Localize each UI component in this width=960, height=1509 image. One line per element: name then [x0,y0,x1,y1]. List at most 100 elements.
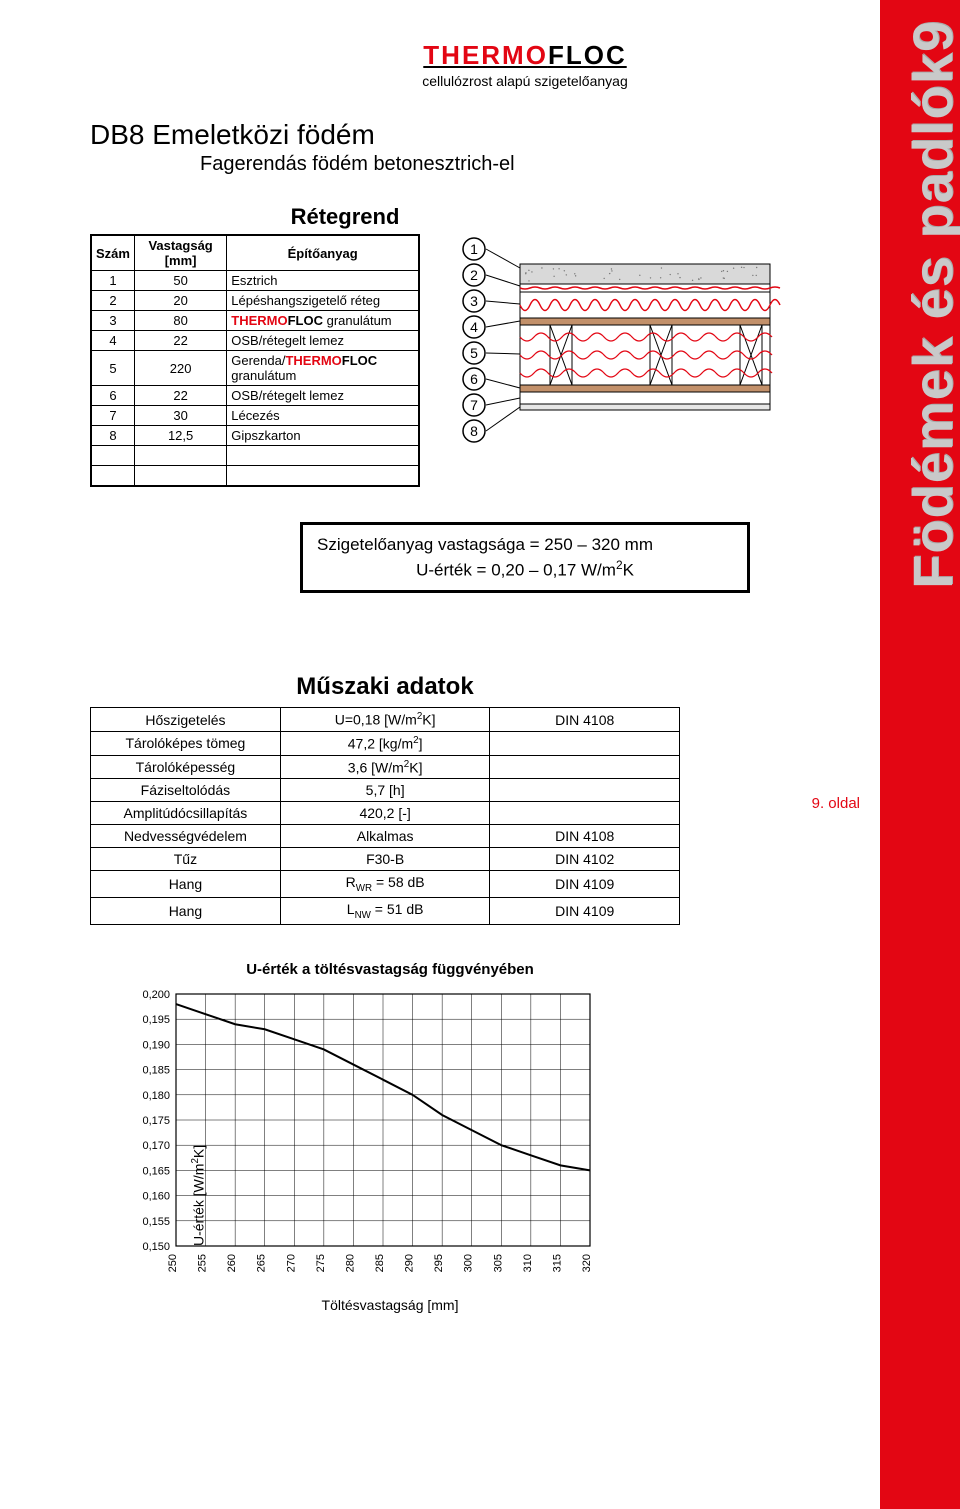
svg-text:0,175: 0,175 [142,1115,170,1127]
chart: U-érték [W/m2K] 0,1500,1550,1600,1650,17… [120,986,660,1313]
retegrend-header: Vastagság [mm] [134,235,226,271]
table-cell: 30 [134,406,226,426]
svg-text:0,170: 0,170 [142,1140,170,1152]
table-cell: Tárolóképesség [91,755,281,779]
table-cell [490,779,680,802]
retegrend-header: Szám [91,235,134,271]
table-row [91,466,419,487]
table-cell [490,731,680,755]
doc-subtitle: Fagerendás födém betonesztrich-el [200,153,960,176]
table-cell: 2 [91,291,134,311]
table-row: NedvességvédelemAlkalmasDIN 4108 [91,825,680,848]
table-row: HangLNW = 51 dBDIN 4109 [91,898,680,925]
table-cell: RWR = 58 dB [280,871,490,898]
chart-xlabel: Töltésvastagság [mm] [120,1297,660,1313]
svg-text:320: 320 [581,1254,593,1272]
svg-text:1: 1 [470,241,478,257]
retegrend-header: Építőanyag [227,235,419,271]
svg-text:3: 3 [470,293,478,309]
svg-text:8: 8 [470,423,478,439]
insul-line2: U-érték = 0,20 – 0,17 W/m2K [317,557,733,582]
table-cell: F30-B [280,848,490,871]
table-cell: 6 [91,386,134,406]
table-cell: 5 [91,351,134,386]
table-row: 730Lécezés [91,406,419,426]
table-cell: 22 [134,331,226,351]
brand-subtitle: cellulózrost alapú szigetelőanyag [315,73,735,89]
table-cell: Nedvességvédelem [91,825,281,848]
table-row: HőszigetelésU=0,18 [W/m2K]DIN 4108 [91,708,680,732]
svg-text:295: 295 [433,1254,445,1272]
table-cell: Gipszkarton [227,426,419,446]
table-row: Amplitúdócsillapítás420,2 [-] [91,802,680,825]
table-cell: DIN 4109 [490,871,680,898]
table-cell [490,802,680,825]
chart-title: U-érték a töltésvastagság függvényében [120,961,660,978]
table-cell: Tűz [91,848,281,871]
table-row: Tárolóképes tömeg47,2 [kg/m2] [91,731,680,755]
brand-part2: FLOC [548,40,627,70]
table-cell: 3,6 [W/m2K] [280,755,490,779]
retegrend-table: SzámVastagság [mm]Építőanyag 150Esztrich… [90,234,420,487]
insul-line1: Szigetelőanyag vastagsága = 250 – 320 mm [317,533,733,557]
table-cell: Alkalmas [280,825,490,848]
table-cell: Lépéshangszigetelő réteg [227,291,419,311]
table-cell: Tárolóképes tömeg [91,731,281,755]
svg-text:0,200: 0,200 [142,989,170,1001]
svg-text:2: 2 [470,267,478,283]
section-diagram: 12345678 [450,234,790,494]
table-row: 220Lépéshangszigetelő réteg [91,291,419,311]
table-cell: Hőszigetelés [91,708,281,732]
chart-ylabel: U-érték [W/m2K] [190,1145,207,1246]
brand-name: THERMOFLOC [315,40,735,71]
table-cell: 420,2 [-] [280,802,490,825]
insulation-summary: Szigetelőanyag vastagsága = 250 – 320 mm… [300,522,750,593]
tech-table: HőszigetelésU=0,18 [W/m2K]DIN 4108Tároló… [90,707,680,925]
svg-text:0,150: 0,150 [142,1241,170,1253]
svg-text:0,160: 0,160 [142,1190,170,1202]
svg-text:285: 285 [374,1254,386,1272]
svg-text:305: 305 [492,1254,504,1272]
table-row: 380THERMOFLOC granulátum [91,311,419,331]
insul-uval-post: K [623,560,634,579]
svg-text:0,185: 0,185 [142,1064,170,1076]
svg-text:270: 270 [285,1254,297,1272]
table-row: 5220Gerenda/THERMOFLOC granulátum [91,351,419,386]
table-row [91,446,419,466]
table-cell: Hang [91,898,281,925]
table-cell: Lécezés [227,406,419,426]
table-cell: LNW = 51 dB [280,898,490,925]
table-cell: 22 [134,386,226,406]
table-cell: 50 [134,271,226,291]
table-cell: 1 [91,271,134,291]
table-row: Tárolóképesség3,6 [W/m2K] [91,755,680,779]
page-number: 9. oldal [812,795,860,812]
svg-text:300: 300 [463,1254,475,1272]
table-cell: DIN 4108 [490,825,680,848]
svg-text:280: 280 [344,1254,356,1272]
table-cell: 5,7 [h] [280,779,490,802]
svg-text:6: 6 [470,371,478,387]
table-cell: DIN 4102 [490,848,680,871]
svg-text:265: 265 [256,1254,268,1272]
svg-text:0,190: 0,190 [142,1039,170,1051]
table-cell: 47,2 [kg/m2] [280,731,490,755]
svg-text:250: 250 [167,1254,179,1272]
side-title: Födémek és padlók9 [900,20,960,589]
table-cell: 8 [91,426,134,446]
table-cell: OSB/rétegelt lemez [227,386,419,406]
svg-text:260: 260 [226,1254,238,1272]
table-row: 150Esztrich [91,271,419,291]
svg-text:4: 4 [470,319,478,335]
brand-part1: THERMO [423,40,548,70]
svg-text:5: 5 [470,345,478,361]
svg-text:290: 290 [404,1254,416,1272]
table-row: HangRWR = 58 dBDIN 4109 [91,871,680,898]
table-row: 812,5Gipszkarton [91,426,419,446]
table-cell: 80 [134,311,226,331]
svg-text:0,195: 0,195 [142,1014,170,1026]
table-cell: Fáziseltolódás [91,779,281,802]
table-row: 622OSB/rétegelt lemez [91,386,419,406]
svg-text:0,155: 0,155 [142,1216,170,1228]
svg-text:255: 255 [197,1254,209,1272]
